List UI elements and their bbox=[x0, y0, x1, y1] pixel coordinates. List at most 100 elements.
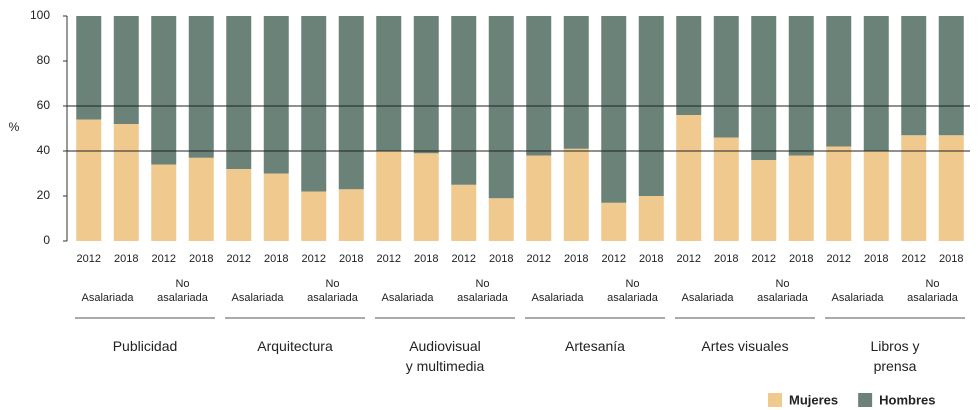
x-tick-label: 2018 bbox=[864, 253, 889, 265]
subgroup-label: No asalariada bbox=[907, 278, 958, 304]
bar-segment bbox=[676, 16, 702, 115]
bar-segment bbox=[113, 16, 139, 124]
subgroup-label: No asalariada bbox=[457, 278, 508, 304]
bar-segment bbox=[338, 189, 364, 241]
bar-segment bbox=[338, 16, 364, 190]
y-tick-label: 100 bbox=[30, 8, 50, 22]
bar-segment bbox=[451, 184, 477, 241]
bar-segment bbox=[901, 135, 927, 241]
x-tick-label: 2018 bbox=[489, 253, 514, 265]
bar-segment bbox=[413, 153, 439, 241]
x-tick-label: 2018 bbox=[264, 253, 289, 265]
subgroup-label: No asalariada bbox=[607, 278, 658, 304]
x-tick-label: 2012 bbox=[601, 253, 626, 265]
y-tick-label: 80 bbox=[37, 53, 51, 67]
group-label: Audiovisual y multimedia bbox=[405, 338, 485, 374]
x-tick-label: 2012 bbox=[526, 253, 551, 265]
x-tick-label: 2012 bbox=[751, 253, 776, 265]
bar-segment bbox=[76, 119, 102, 241]
bar-segment bbox=[751, 16, 777, 160]
group-label: Artesanía bbox=[565, 338, 625, 354]
bar-segment bbox=[413, 16, 439, 154]
bar-segment bbox=[488, 16, 514, 199]
bar-segment bbox=[488, 198, 514, 241]
bar-segment bbox=[938, 16, 964, 136]
bar-segment bbox=[826, 16, 852, 147]
x-tick-label: 2012 bbox=[301, 253, 326, 265]
legend-swatch bbox=[768, 393, 782, 407]
group-label: Publicidad bbox=[112, 338, 178, 354]
group-label: Libros y prensa bbox=[870, 338, 920, 374]
bar-segment bbox=[938, 135, 964, 241]
legend-label: Mujeres bbox=[789, 392, 838, 407]
x-tick-label: 2012 bbox=[826, 253, 851, 265]
bar-segment bbox=[263, 16, 289, 174]
bar-segment bbox=[713, 137, 739, 241]
x-tick-label: 2018 bbox=[714, 253, 739, 265]
bar-segment bbox=[526, 16, 552, 156]
bar-segment bbox=[788, 16, 814, 156]
subgroup-label: Asalariada bbox=[681, 292, 734, 304]
x-tick-label: 2018 bbox=[564, 253, 589, 265]
group-label: Artes visuales bbox=[701, 338, 789, 354]
bar-segment bbox=[151, 16, 177, 165]
x-tick-label: 2018 bbox=[789, 253, 814, 265]
bar-segment bbox=[301, 16, 327, 192]
x-tick-label: 2018 bbox=[939, 253, 964, 265]
bar-segment bbox=[451, 16, 477, 185]
bar-segment bbox=[863, 16, 889, 151]
x-tick-label: 2012 bbox=[901, 253, 926, 265]
bar-segment bbox=[563, 16, 589, 149]
bar-segment bbox=[76, 16, 102, 120]
x-tick-label: 2012 bbox=[376, 253, 401, 265]
y-tick-label: 40 bbox=[37, 143, 51, 157]
bar-segment bbox=[676, 115, 702, 241]
bar-segment bbox=[863, 151, 889, 241]
legend-label: Hombres bbox=[879, 392, 935, 407]
bar-segment bbox=[751, 160, 777, 241]
subgroup-label: Asalariada bbox=[381, 292, 434, 304]
bar-segment bbox=[376, 16, 402, 151]
bar-segment bbox=[601, 16, 627, 203]
bar-segment bbox=[151, 164, 177, 241]
subgroup-label: Asalariada bbox=[531, 292, 584, 304]
bar-segment bbox=[188, 157, 214, 241]
group-label: Arquitectura bbox=[257, 338, 333, 354]
bar-segment bbox=[226, 169, 252, 241]
x-tick-label: 2012 bbox=[676, 253, 701, 265]
x-tick-label: 2018 bbox=[339, 253, 364, 265]
bar-segment bbox=[526, 155, 552, 241]
x-tick-label: 2012 bbox=[76, 253, 101, 265]
x-tick-label: 2018 bbox=[639, 253, 664, 265]
x-tick-label: 2012 bbox=[151, 253, 176, 265]
x-tick-label: 2018 bbox=[114, 253, 139, 265]
bar-segment bbox=[376, 151, 402, 241]
x-tick-label: 2018 bbox=[189, 253, 214, 265]
x-tick-label: 2012 bbox=[226, 253, 251, 265]
y-tick-label: 60 bbox=[37, 98, 51, 112]
bar-segment bbox=[226, 16, 252, 169]
bar-segment bbox=[826, 146, 852, 241]
bar-segment bbox=[563, 148, 589, 241]
subgroup-label: No asalariada bbox=[757, 278, 808, 304]
bar-segment bbox=[263, 173, 289, 241]
y-tick-label: 20 bbox=[37, 188, 51, 202]
subgroup-label: No asalariada bbox=[157, 278, 208, 304]
bar-segment bbox=[601, 202, 627, 241]
bar-segment bbox=[113, 124, 139, 241]
subgroup-label: Asalariada bbox=[231, 292, 284, 304]
y-tick-label: 0 bbox=[43, 233, 50, 247]
subgroup-label: Asalariada bbox=[81, 292, 134, 304]
x-tick-label: 2018 bbox=[414, 253, 439, 265]
bar-segment bbox=[901, 16, 927, 136]
bar-segment bbox=[713, 16, 739, 138]
bar-segment bbox=[638, 196, 664, 241]
y-axis-label: % bbox=[9, 120, 20, 134]
x-tick-label: 2012 bbox=[451, 253, 476, 265]
subgroup-label: No asalariada bbox=[307, 278, 358, 304]
subgroup-label: Asalariada bbox=[831, 292, 884, 304]
bar-segment bbox=[301, 191, 327, 241]
bar-segment bbox=[188, 16, 214, 158]
